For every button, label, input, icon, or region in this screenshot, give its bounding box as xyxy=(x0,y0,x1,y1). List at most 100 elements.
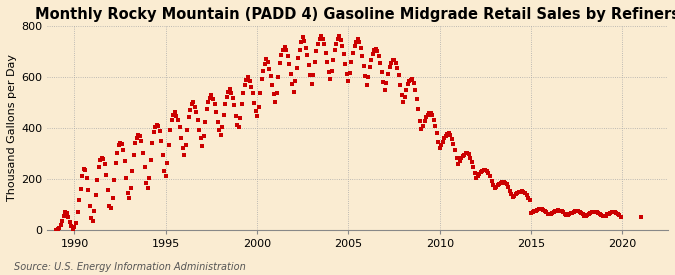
Point xyxy=(144,176,155,180)
Point xyxy=(451,156,462,160)
Point xyxy=(593,210,603,215)
Point xyxy=(116,141,127,146)
Point xyxy=(130,141,141,145)
Point xyxy=(126,186,136,191)
Point xyxy=(122,191,133,195)
Point xyxy=(445,133,456,137)
Point xyxy=(372,49,383,54)
Point xyxy=(314,36,325,41)
Point xyxy=(235,116,246,120)
Point xyxy=(493,182,504,186)
Point xyxy=(310,59,321,64)
Point xyxy=(242,75,253,79)
Point xyxy=(543,212,554,216)
Point xyxy=(254,90,265,95)
Point xyxy=(521,193,532,197)
Point xyxy=(223,89,234,94)
Point xyxy=(357,54,368,59)
Point xyxy=(162,161,173,165)
Point xyxy=(113,143,124,147)
Point xyxy=(544,212,555,217)
Point xyxy=(369,48,380,52)
Point xyxy=(308,73,319,77)
Point xyxy=(248,101,259,105)
Point xyxy=(270,100,281,104)
Point xyxy=(194,128,205,132)
Point xyxy=(316,33,327,38)
Point xyxy=(304,63,315,68)
Point xyxy=(180,143,191,147)
Point xyxy=(287,82,298,86)
Point xyxy=(437,140,448,144)
Point xyxy=(89,208,100,213)
Point xyxy=(227,95,238,100)
Point xyxy=(202,107,213,112)
Point xyxy=(263,60,273,64)
Point xyxy=(156,139,167,143)
Point xyxy=(276,53,287,57)
Point xyxy=(234,125,244,130)
Point xyxy=(68,226,78,231)
Point xyxy=(497,180,508,185)
Point xyxy=(404,79,414,84)
Point xyxy=(364,64,375,69)
Point xyxy=(101,173,112,177)
Point xyxy=(524,198,535,203)
Point xyxy=(97,156,107,160)
Point xyxy=(109,178,119,182)
Point xyxy=(485,174,495,178)
Point xyxy=(475,170,486,174)
Point xyxy=(220,102,231,107)
Point xyxy=(346,60,357,64)
Point xyxy=(200,120,211,124)
Point xyxy=(383,72,394,76)
Point xyxy=(610,210,620,215)
Point xyxy=(396,93,407,97)
Point xyxy=(290,79,300,84)
Point xyxy=(253,105,264,109)
Point xyxy=(489,186,500,191)
Point xyxy=(599,214,610,218)
Point xyxy=(221,95,232,99)
Point xyxy=(119,159,130,164)
Point xyxy=(51,228,61,232)
Point xyxy=(55,223,66,227)
Point xyxy=(78,166,89,171)
Point xyxy=(407,77,418,82)
Point xyxy=(597,214,608,218)
Point xyxy=(90,193,101,197)
Point xyxy=(616,214,626,219)
Point xyxy=(355,46,366,51)
Point xyxy=(80,168,90,172)
Point xyxy=(60,210,71,214)
Point xyxy=(483,170,494,175)
Point xyxy=(582,213,593,217)
Point xyxy=(427,112,437,117)
Point xyxy=(354,40,364,45)
Point xyxy=(329,48,340,52)
Point xyxy=(277,48,288,52)
Point xyxy=(284,61,294,66)
Point xyxy=(442,132,453,136)
Point xyxy=(472,174,483,178)
Point xyxy=(502,182,512,187)
Point xyxy=(387,58,398,62)
Point xyxy=(480,167,491,172)
Point xyxy=(177,145,188,150)
Point xyxy=(226,90,237,95)
Point xyxy=(306,82,317,86)
Point xyxy=(492,183,503,188)
Point xyxy=(173,117,184,122)
Point xyxy=(375,61,386,65)
Point xyxy=(281,48,292,52)
Point xyxy=(350,40,361,44)
Point xyxy=(168,112,179,117)
Point xyxy=(183,115,194,119)
Point xyxy=(238,90,249,95)
Point xyxy=(606,210,617,215)
Point xyxy=(159,169,169,173)
Point xyxy=(265,74,276,79)
Point xyxy=(571,209,582,213)
Point xyxy=(217,125,227,130)
Point xyxy=(167,118,178,122)
